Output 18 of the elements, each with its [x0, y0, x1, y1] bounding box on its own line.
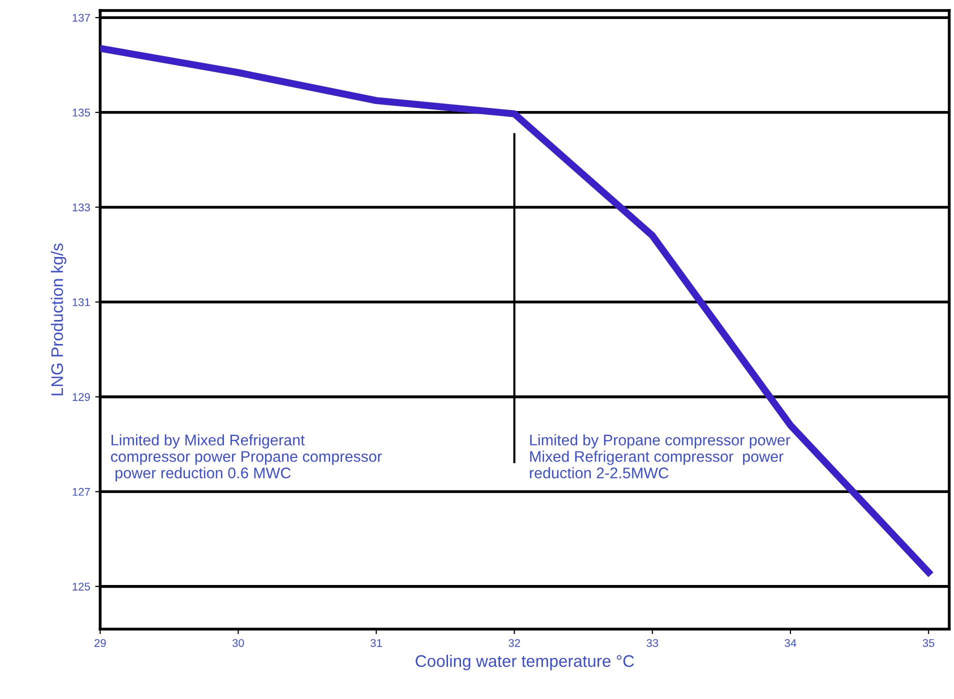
- annotation: Limited by Propane compressor power Mixed Refrigerant compressor power reduction 2-2.5MWC: [530, 434, 790, 478]
- y-tick-label: 137: [72, 14, 90, 22]
- y-tick-label: 127: [72, 488, 90, 496]
- y-tick-label: 129: [72, 393, 90, 401]
- x-tick-label: 29: [94, 639, 106, 647]
- x-tick-label: 30: [232, 639, 244, 647]
- x-tick-label: 31: [370, 639, 382, 647]
- x-tick-label: 35: [922, 639, 934, 647]
- y-tick-label: 135: [72, 108, 90, 117]
- annotation: Limited by Mixed Refrigerant compressor power Propane compressor power reduction 0.6 MWC: [111, 434, 382, 482]
- x-tick-label: 32: [508, 639, 520, 647]
- x-axis-title: Cooling water temperature °C: [416, 654, 634, 670]
- x-tick-label: 33: [646, 639, 658, 647]
- y-tick-label: 125: [72, 582, 90, 591]
- y-tick-label: 131: [72, 298, 90, 306]
- x-tick-label: 34: [784, 639, 796, 647]
- y-tick-label: 133: [72, 203, 90, 212]
- y-axis-title: LNG Production kg/s: [50, 244, 66, 396]
